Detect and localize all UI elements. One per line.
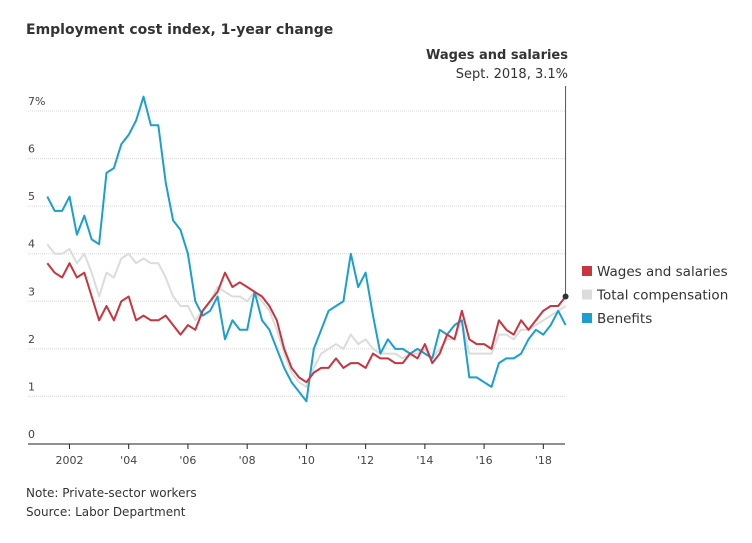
legend-label: Wages and salaries xyxy=(597,264,728,280)
annotation-text: Sept. 2018, 3.1% xyxy=(456,67,568,82)
x-tick-label: '06 xyxy=(179,454,196,467)
legend-label: Benefits xyxy=(597,311,652,327)
x-tick-label: '18 xyxy=(535,454,552,467)
x-tick-label: '08 xyxy=(239,454,256,467)
x-tick-label: '12 xyxy=(357,454,374,467)
chart-title: Employment cost index, 1-year change xyxy=(26,22,333,38)
annotation-dot xyxy=(562,293,569,300)
y-tick-label: 5 xyxy=(28,190,35,203)
annotation-title: Wages and salaries xyxy=(426,48,568,63)
legend-swatch xyxy=(582,313,592,323)
legend-swatch xyxy=(582,289,592,300)
x-tick-label: '10 xyxy=(298,454,315,467)
legend-label: Total compensation xyxy=(596,288,728,304)
series-line xyxy=(46,243,567,388)
y-tick-label: 0 xyxy=(28,428,35,441)
x-tick-label: 2002 xyxy=(55,454,83,467)
x-tick-label: '14 xyxy=(416,454,433,467)
y-tick-label: 6 xyxy=(28,143,35,156)
series-line xyxy=(46,95,567,403)
x-tick-label: '04 xyxy=(120,454,137,467)
x-tick-label: '16 xyxy=(476,454,493,467)
y-tick-label: 1 xyxy=(28,380,35,393)
legend-swatch xyxy=(582,266,592,276)
series-line xyxy=(46,262,567,384)
note: Note: Private-sector workers xyxy=(26,486,197,500)
y-tick-label: 3 xyxy=(28,285,35,298)
y-tick-label: 7% xyxy=(28,95,45,108)
y-tick-label: 2 xyxy=(28,333,35,346)
source: Source: Labor Department xyxy=(26,505,186,519)
y-tick-label: 4 xyxy=(28,238,35,251)
